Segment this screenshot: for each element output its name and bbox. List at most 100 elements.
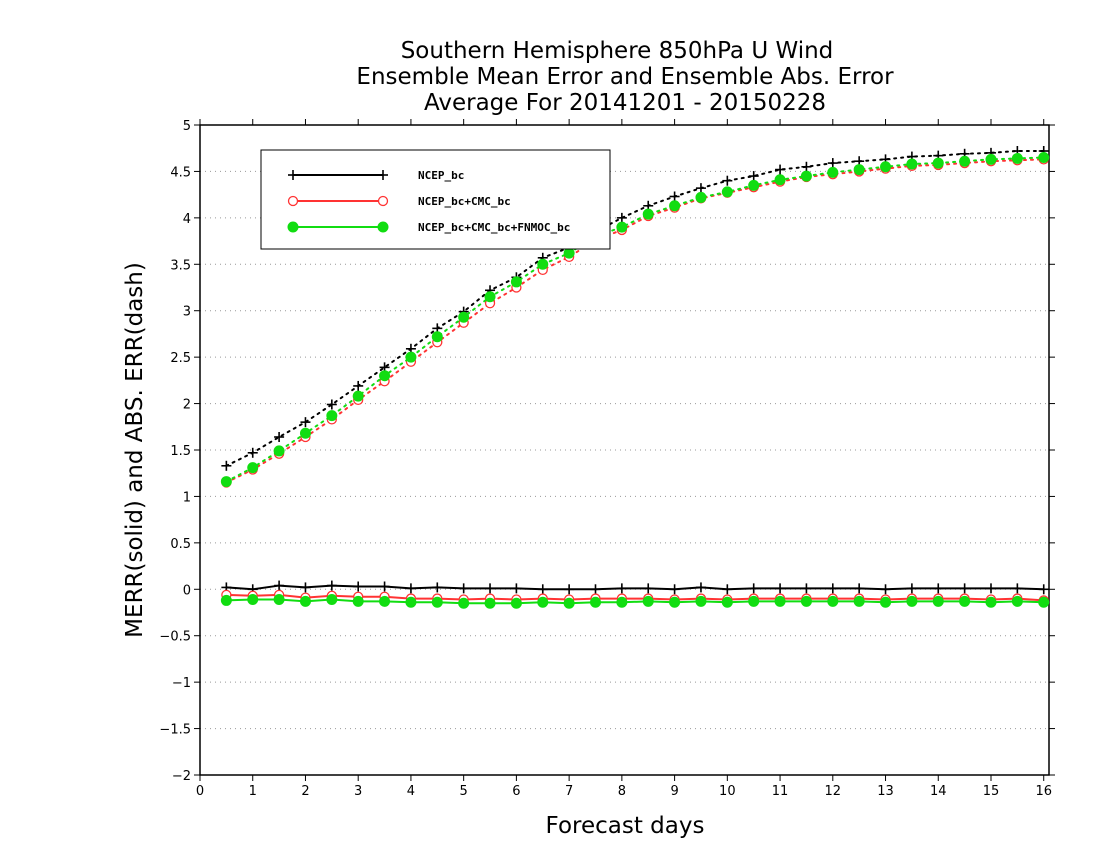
merr-point xyxy=(854,583,865,594)
y-tick-label: 4.5 xyxy=(170,165,191,180)
merr-point xyxy=(405,596,417,608)
y-tick-label: 2 xyxy=(183,398,191,413)
abs-err-point xyxy=(247,447,258,458)
x-tick-label: 8 xyxy=(618,784,626,799)
abs-err-point xyxy=(431,331,443,343)
legend-marker xyxy=(287,221,299,233)
abs-err-point xyxy=(748,171,759,182)
title-line-1: Southern Hemisphere 850hPa U Wind xyxy=(401,38,834,64)
merr-point xyxy=(827,583,838,594)
legend-marker xyxy=(287,195,299,207)
abs-err-point xyxy=(405,351,417,363)
x-tick-label: 4 xyxy=(407,784,415,799)
merr-point xyxy=(985,596,997,608)
legend: NCEP_bc NCEP_bc+CMC_bc NCEP_bc+CMC_bc+FNMO… xyxy=(260,149,611,250)
merr-point xyxy=(959,595,971,607)
merr-line xyxy=(226,598,1044,605)
abs-err-point xyxy=(326,399,337,410)
merr-point xyxy=(564,584,575,595)
x-tick-label: 2 xyxy=(301,784,309,799)
legend-entry-2: NCEP_bc+CMC_bc+FNMOC_bc xyxy=(287,221,570,234)
merr-point xyxy=(510,597,522,609)
merr-point xyxy=(906,595,918,607)
merr-point xyxy=(405,583,416,594)
abs-err-point xyxy=(880,161,892,173)
abs-err-point xyxy=(959,155,971,167)
abs-err-point xyxy=(801,161,812,172)
merr-point xyxy=(1038,596,1050,608)
abs-err-point xyxy=(537,258,549,270)
merr-point xyxy=(643,583,654,594)
abs-err-point xyxy=(300,417,311,428)
series-layer xyxy=(220,146,1050,609)
merr-point xyxy=(458,583,469,594)
x-tick-label: 3 xyxy=(354,784,362,799)
merr-point xyxy=(352,595,364,607)
merr-point xyxy=(353,581,364,592)
abs-err-point xyxy=(352,390,364,402)
abs-err-point xyxy=(563,247,575,259)
abs-err-point xyxy=(669,200,681,212)
x-tick-label: 6 xyxy=(512,784,520,799)
x-tick-label: 1 xyxy=(249,784,257,799)
x-tick-label: 12 xyxy=(825,784,842,799)
abs-err-point xyxy=(853,164,865,176)
merr-point xyxy=(669,584,680,595)
merr-point xyxy=(906,583,917,594)
abs-err-point xyxy=(326,410,338,422)
merr-line xyxy=(226,584,1044,591)
merr-point xyxy=(431,596,443,608)
x-tick-label: 7 xyxy=(565,784,573,799)
abs-err-point xyxy=(247,462,259,474)
abs-err-point xyxy=(827,166,839,178)
merr-point xyxy=(959,583,970,594)
x-tick-label: 9 xyxy=(670,784,678,799)
merr-point xyxy=(722,584,733,595)
abs-err-point xyxy=(458,311,470,323)
merr-point xyxy=(695,582,706,593)
abs-err-point xyxy=(774,174,786,186)
x-tick-label: 10 xyxy=(719,784,736,799)
merr-point xyxy=(1011,595,1023,607)
abs-err-point xyxy=(274,432,285,442)
merr-point xyxy=(326,594,338,605)
merr-point xyxy=(933,583,944,594)
merr-point xyxy=(775,583,786,594)
legend-entry-1: NCEP_bc+CMC_bc xyxy=(287,195,511,208)
abs-err-point xyxy=(827,158,838,169)
abs-err-point xyxy=(985,153,997,165)
abs-err-point xyxy=(1038,152,1050,163)
abs-err-point xyxy=(484,291,496,303)
x-tick-label: 13 xyxy=(877,784,894,799)
legend-marker xyxy=(288,170,298,180)
merr-point xyxy=(801,583,812,594)
abs-err-point xyxy=(299,427,311,439)
abs-err-point xyxy=(906,158,918,170)
abs-err-point xyxy=(616,221,628,233)
abs-err-point xyxy=(932,157,944,169)
x-axis-title: Forecast days xyxy=(546,813,705,839)
abs-err-point xyxy=(748,179,760,191)
abs-err-point xyxy=(379,370,391,382)
series-2 xyxy=(220,152,1050,609)
abs-err-point xyxy=(669,191,680,202)
abs-err-point xyxy=(800,170,812,182)
merr-point xyxy=(273,594,285,605)
y-tick-label: 1 xyxy=(183,490,191,505)
merr-point xyxy=(458,597,470,609)
gridlines xyxy=(200,170,1049,730)
x-tick-label: 16 xyxy=(1035,784,1052,799)
abs-err-point xyxy=(721,186,733,198)
chart-title: Southern Hemisphere 850hPa U Wind Ensemb… xyxy=(356,38,894,116)
abs-err-point xyxy=(642,208,654,220)
title-line-2: Ensemble Mean Error and Ensemble Abs. Er… xyxy=(356,64,894,90)
title-line-3: Average For 20141201 - 20150228 xyxy=(424,90,826,116)
legend-marker xyxy=(377,221,389,233)
merr-point xyxy=(616,596,628,608)
y-tick-label: −1.5 xyxy=(159,723,191,738)
merr-point xyxy=(985,583,996,594)
merr-point xyxy=(880,584,891,595)
merr-point xyxy=(220,594,232,606)
merr-point xyxy=(748,595,760,607)
legend-label: NCEP_bc xyxy=(418,169,464,182)
